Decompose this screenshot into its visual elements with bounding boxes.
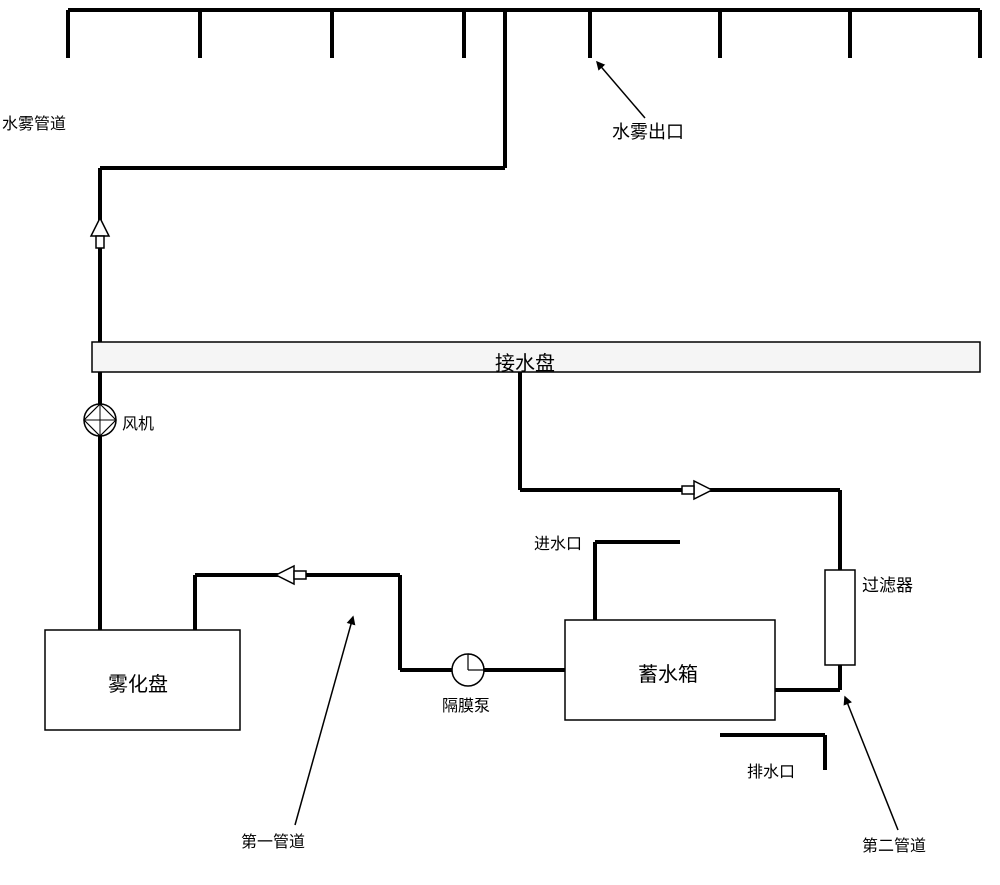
arrow-right-tray (682, 481, 712, 499)
atomizer-label: 雾化盘 (108, 668, 168, 697)
arrow-left-first (276, 566, 306, 584)
callout-first-pipe (295, 617, 353, 825)
first-pipe-label: 第一管道 (241, 828, 305, 852)
callout-mist-outlet (597, 62, 645, 118)
second-pipe-label: 第二管道 (862, 832, 926, 856)
pump-label: 隔膜泵 (442, 692, 490, 716)
mist-pipe-label: 水雾管道 (2, 110, 66, 134)
drain-label: 排水口 (747, 758, 795, 782)
callout-second-pipe (845, 697, 898, 830)
inlet-label: 进水口 (534, 530, 582, 554)
diagram-svg (0, 0, 1000, 885)
filter-label: 过滤器 (862, 575, 880, 597)
filter-box (825, 570, 855, 665)
fan-label: 风机 (122, 410, 154, 434)
drip-tray-label: 接水盘 (495, 347, 555, 376)
mist-outlet-label: 水雾出口 (612, 118, 684, 144)
arrow-up-mist (91, 218, 109, 248)
tank-label: 蓄水箱 (638, 658, 698, 687)
